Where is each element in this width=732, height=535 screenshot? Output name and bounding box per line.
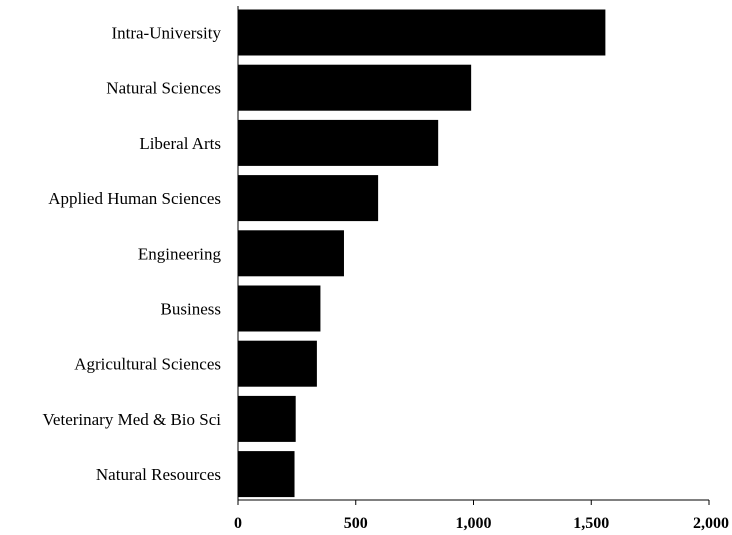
bar-liberal-arts: [238, 119, 439, 166]
category-label: Intra-University: [111, 24, 221, 43]
x-tick-label: 0: [234, 515, 242, 532]
x-tick-label: 1,500: [573, 515, 609, 532]
category-label: Engineering: [138, 244, 222, 263]
bar-agricultural-sciences: [238, 340, 317, 387]
category-label: Natural Resources: [96, 465, 221, 484]
x-tick-label: 1,000: [456, 515, 492, 532]
bar-applied-human-sciences: [238, 175, 379, 222]
bar-natural-sciences: [238, 64, 472, 111]
category-label: Business: [161, 300, 221, 319]
bar-natural-resources: [238, 451, 295, 498]
x-tick-label: 500: [344, 515, 368, 532]
x-ticks-group: 0 500 1,000 1,500 2,000: [234, 500, 729, 532]
category-label: Liberal Arts: [139, 134, 221, 153]
bar-intra-university: [238, 9, 606, 56]
category-labels-group: Intra-University Natural Sciences Liberal …: [43, 24, 222, 485]
category-label: Applied Human Sciences: [48, 189, 221, 208]
category-label: Natural Sciences: [106, 79, 221, 98]
bar-business: [238, 285, 321, 332]
bar-veterinary-med-bio-sci: [238, 395, 296, 442]
category-label: Agricultural Sciences: [74, 355, 221, 374]
category-label: Veterinary Med & Bio Sci: [43, 410, 222, 429]
bars-group: [238, 9, 606, 498]
bar-engineering: [238, 230, 344, 277]
x-tick-label: 2,000: [693, 515, 729, 532]
